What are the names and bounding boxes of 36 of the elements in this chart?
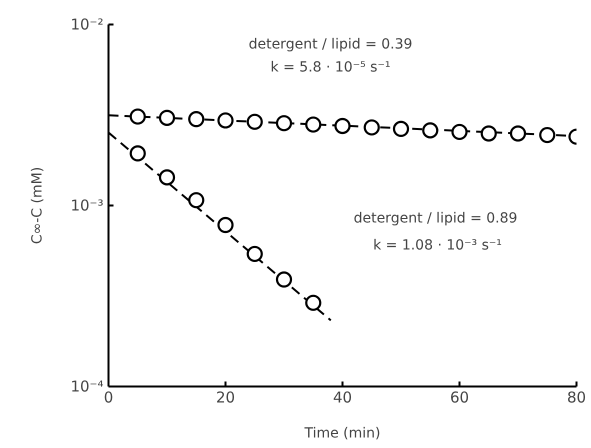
point [364,119,380,136]
x-tick-label: 60 [450,388,470,406]
point [130,145,146,162]
point [188,111,204,128]
x-tick-label: 40 [332,388,352,406]
point [422,122,438,138]
point [276,271,292,288]
point [510,125,526,142]
x-tick-label: 80 [566,388,586,406]
point [392,120,410,137]
point [246,114,263,130]
y-tick-label: 10⁻³ [70,196,104,214]
point [217,216,234,234]
x-axis-title: Time (min) [303,426,381,442]
x-tick-label: 0 [104,388,114,406]
point [276,115,292,132]
point [305,116,322,133]
point [217,112,234,129]
annotation: k = 1.08 · 10⁻³ s⁻¹ [373,238,502,254]
point [539,126,556,144]
point [246,246,263,262]
point [158,169,176,186]
y-axis-title: C∞-C (mM) [29,166,46,244]
point [130,108,146,125]
point [305,294,322,311]
point [334,118,351,134]
annotation: detergent / lipid = 0.89 [354,210,518,226]
y-tick-label: 10⁻² [70,16,104,34]
annotation: detergent / lipid = 0.39 [248,36,412,52]
point [480,125,497,142]
point [188,192,204,208]
annotation: k = 5.8 · 10⁻⁵ s⁻¹ [270,60,390,76]
y-tick-label: 10⁻⁴ [70,378,104,396]
point [451,124,468,140]
point [158,110,176,126]
x-tick-label: 20 [216,388,236,406]
